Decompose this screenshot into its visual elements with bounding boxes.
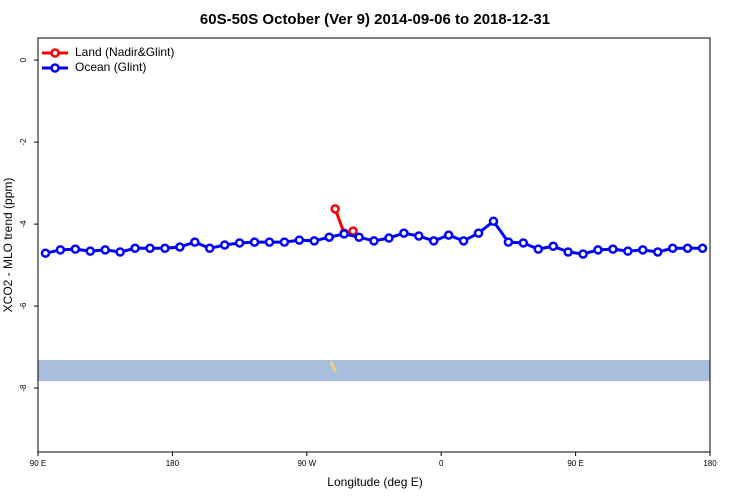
point	[623, 246, 633, 256]
point	[354, 232, 364, 242]
point	[294, 235, 305, 245]
x-tick-label: 180	[166, 459, 180, 468]
point	[638, 245, 648, 255]
x-tick-label: 90 E	[567, 459, 583, 468]
point	[458, 236, 469, 246]
point	[190, 237, 200, 247]
point	[428, 236, 439, 246]
map-land	[330, 360, 339, 372]
point	[578, 249, 588, 259]
x-tick-label: 180	[703, 459, 717, 468]
y-tick-label: -6	[19, 302, 28, 310]
point	[130, 243, 140, 254]
y-tick-label: -8	[19, 384, 28, 392]
x-tick-label: 90 W	[297, 459, 316, 468]
point	[563, 247, 573, 257]
point	[234, 238, 245, 248]
y-axis-label: XCO2 - MLO trend (ppm)	[1, 178, 15, 313]
point	[593, 245, 603, 255]
point	[608, 244, 618, 254]
x-axis-label: Longitude (deg E)	[327, 475, 422, 489]
point	[100, 245, 110, 255]
point	[548, 241, 558, 251]
y-tick-label: 0	[19, 57, 28, 62]
point	[652, 247, 663, 257]
legend-label: Ocean (Glint)	[75, 60, 146, 74]
point	[264, 237, 275, 247]
point	[85, 246, 96, 256]
point	[533, 244, 544, 254]
y-tick-label: -4	[19, 220, 28, 228]
point	[55, 245, 66, 255]
x-tick-label: 90 E	[30, 459, 46, 468]
point	[488, 216, 499, 226]
point	[443, 230, 454, 240]
point	[219, 240, 230, 250]
point	[175, 242, 185, 252]
point	[40, 248, 51, 258]
point	[682, 243, 693, 254]
point	[414, 231, 424, 241]
x-tick-label: 0	[439, 459, 444, 468]
point	[145, 243, 155, 254]
point	[339, 229, 349, 239]
point	[160, 243, 170, 254]
point	[249, 237, 260, 247]
map-strip	[38, 360, 710, 381]
plot-frame	[37, 37, 711, 453]
point	[384, 233, 394, 243]
point	[279, 237, 290, 247]
point	[115, 247, 125, 257]
point	[399, 228, 409, 238]
legend-marker	[50, 48, 60, 58]
point	[667, 243, 678, 254]
point	[309, 236, 320, 246]
point	[473, 228, 484, 238]
point	[348, 226, 358, 236]
point	[324, 232, 334, 242]
point	[518, 238, 529, 248]
point	[330, 204, 340, 214]
point	[204, 243, 215, 254]
point	[697, 243, 708, 254]
legend-label: Land (Nadir&Glint)	[75, 45, 174, 59]
point	[369, 236, 379, 246]
legend-marker	[50, 63, 60, 73]
point	[503, 237, 514, 247]
y-tick-label: -2	[19, 138, 28, 146]
chart-title: 60S-50S October (Ver 9) 2014-09-06 to 20…	[200, 11, 550, 28]
point	[70, 244, 81, 254]
